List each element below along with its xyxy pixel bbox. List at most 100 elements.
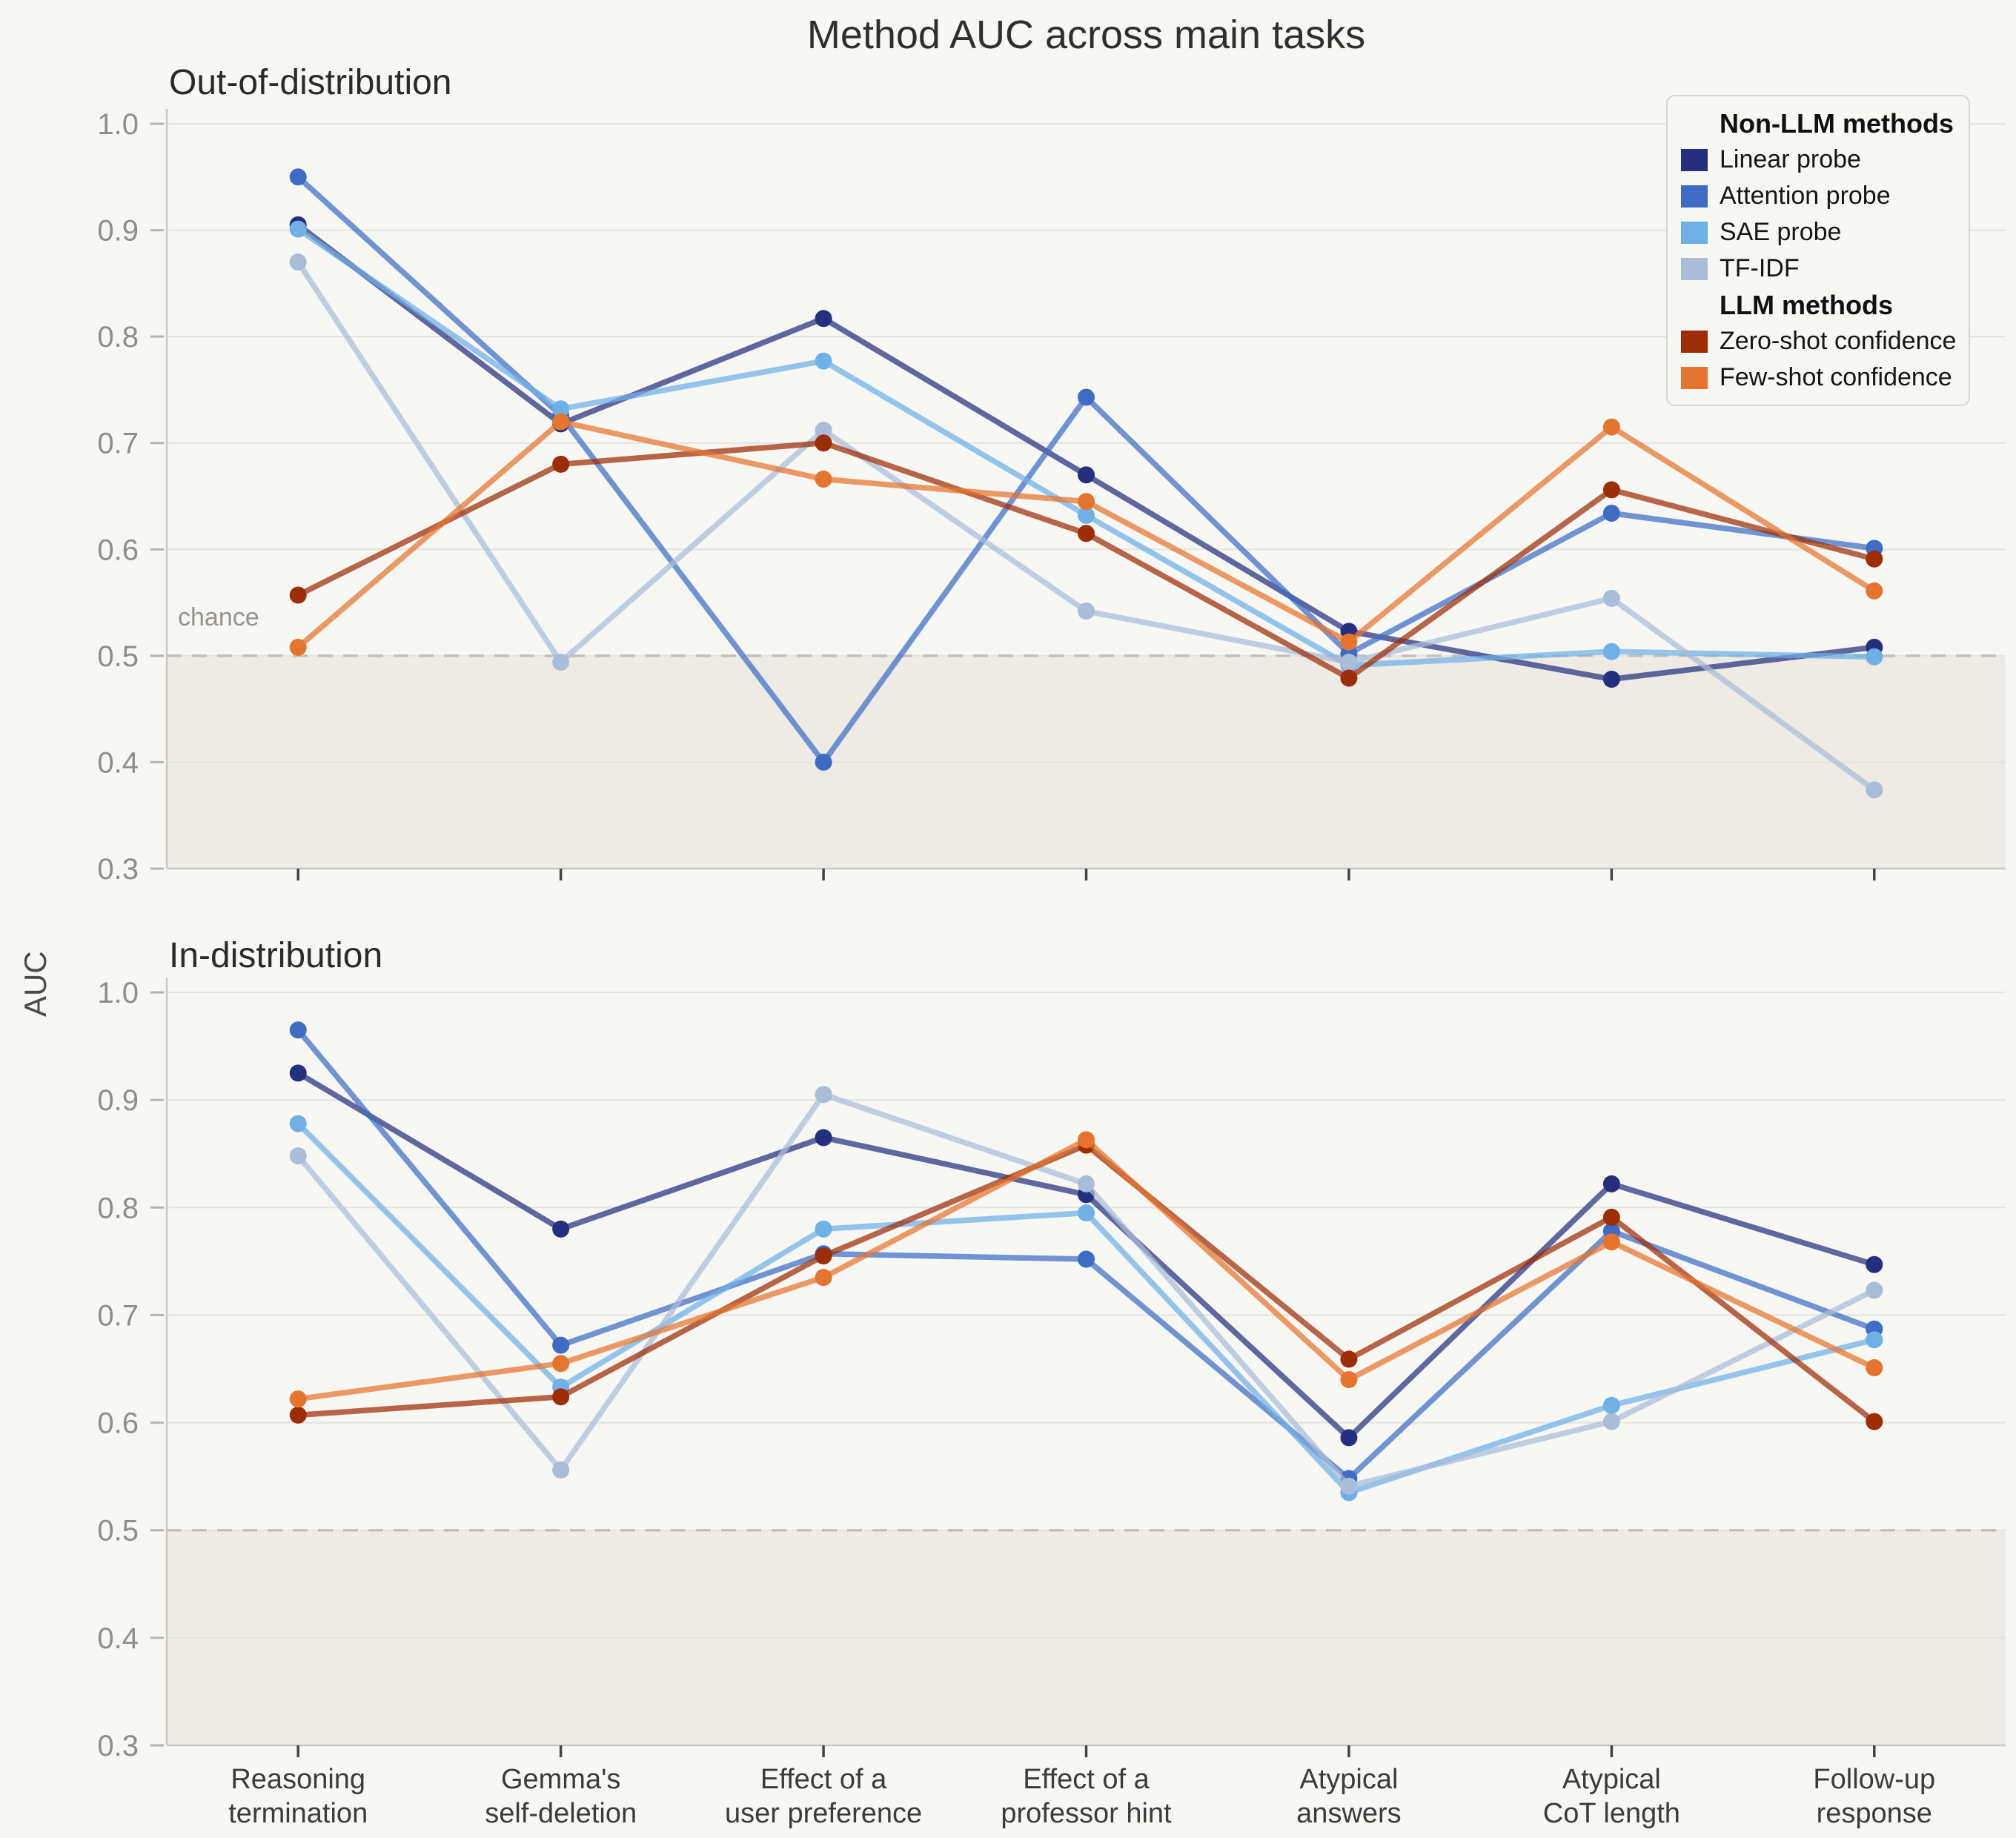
data-point-tf-idf-4 bbox=[1340, 1477, 1358, 1495]
data-point-zero-shot-confidence-6 bbox=[1866, 550, 1883, 568]
x-category-label: Reasoning termination bbox=[228, 1764, 368, 1829]
data-point-attention-probe-1 bbox=[552, 1336, 570, 1354]
data-point-linear-probe-2 bbox=[815, 1129, 832, 1147]
data-point-few-shot-confidence-3 bbox=[1078, 493, 1095, 511]
data-point-attention-probe-0 bbox=[289, 168, 307, 186]
data-point-tf-idf-1 bbox=[552, 653, 570, 671]
data-point-few-shot-confidence-6 bbox=[1866, 1359, 1883, 1377]
data-point-linear-probe-5 bbox=[1602, 670, 1620, 688]
data-point-sae-probe-6 bbox=[1866, 1331, 1883, 1349]
y-tick-label: 0.9 bbox=[97, 1084, 139, 1117]
y-tick-label: 1.0 bbox=[97, 108, 139, 141]
legend-swatch-icon bbox=[1681, 257, 1708, 280]
data-point-tf-idf-5 bbox=[1602, 589, 1620, 607]
data-point-attention-probe-3 bbox=[1078, 388, 1095, 406]
data-point-sae-probe-0 bbox=[289, 220, 307, 238]
legend-item-sae-probe: SAE probe bbox=[1681, 214, 1955, 251]
y-tick-label: 0.5 bbox=[97, 640, 139, 673]
legend-group-header-row: Non-LLM methods bbox=[1681, 105, 1955, 142]
data-point-few-shot-confidence-4 bbox=[1340, 633, 1358, 651]
data-point-tf-idf-6 bbox=[1866, 781, 1883, 799]
data-point-linear-probe-6 bbox=[1866, 1255, 1883, 1273]
data-point-zero-shot-confidence-1 bbox=[552, 455, 570, 473]
y-tick-label: 0.8 bbox=[97, 321, 139, 354]
data-point-attention-probe-2 bbox=[815, 753, 832, 771]
legend-swatch-icon bbox=[1681, 185, 1708, 208]
data-point-few-shot-confidence-6 bbox=[1866, 582, 1883, 600]
data-point-tf-idf-3 bbox=[1078, 603, 1095, 620]
data-point-sae-probe-3 bbox=[1078, 506, 1095, 524]
data-point-linear-probe-1 bbox=[552, 1220, 570, 1238]
data-point-tf-idf-5 bbox=[1602, 1413, 1620, 1430]
data-point-few-shot-confidence-4 bbox=[1340, 1371, 1358, 1389]
data-point-few-shot-confidence-5 bbox=[1602, 418, 1620, 436]
x-category-label: Atypical CoT length bbox=[1543, 1764, 1680, 1829]
data-point-zero-shot-confidence-6 bbox=[1866, 1413, 1883, 1430]
legend-group-header-row: LLM methods bbox=[1681, 287, 1955, 323]
data-point-tf-idf-0 bbox=[289, 1147, 307, 1165]
data-point-zero-shot-confidence-4 bbox=[1340, 669, 1358, 687]
data-point-sae-probe-5 bbox=[1602, 1396, 1620, 1414]
data-point-zero-shot-confidence-4 bbox=[1340, 1350, 1358, 1368]
data-point-zero-shot-confidence-3 bbox=[1078, 525, 1095, 543]
data-point-few-shot-confidence-5 bbox=[1602, 1233, 1620, 1251]
data-point-tf-idf-3 bbox=[1078, 1175, 1095, 1192]
y-tick-label: 0.3 bbox=[97, 1730, 139, 1762]
y-tick-label: 0.4 bbox=[97, 746, 139, 779]
legend-item-label: Attention probe bbox=[1720, 182, 1891, 210]
data-point-zero-shot-confidence-0 bbox=[289, 1406, 307, 1424]
legend-item-label: TF-IDF bbox=[1720, 254, 1800, 282]
y-axis-label: AUC bbox=[18, 951, 53, 1017]
data-point-sae-probe-5 bbox=[1602, 643, 1620, 660]
data-point-linear-probe-5 bbox=[1602, 1175, 1620, 1192]
legend-item-linear-probe: Linear probe bbox=[1681, 142, 1955, 178]
legend-item-few-shot-confidence: Few-shot confidence bbox=[1681, 359, 1955, 396]
legend-item-label: Linear probe bbox=[1720, 145, 1861, 173]
y-tick-label: 0.3 bbox=[97, 853, 139, 886]
data-point-tf-idf-1 bbox=[552, 1461, 570, 1479]
data-point-few-shot-confidence-1 bbox=[552, 413, 570, 431]
legend-group-header: Non-LLM methods bbox=[1720, 107, 1954, 139]
y-tick-label: 0.8 bbox=[97, 1192, 139, 1224]
data-point-linear-probe-4 bbox=[1340, 1429, 1358, 1447]
x-category-label: Follow-up response bbox=[1813, 1764, 1935, 1829]
x-category-label: Atypical answers bbox=[1296, 1764, 1402, 1829]
x-category-label: Gemma's self-deletion bbox=[485, 1764, 637, 1829]
data-point-zero-shot-confidence-1 bbox=[552, 1388, 570, 1406]
data-point-few-shot-confidence-1 bbox=[552, 1355, 570, 1373]
data-point-zero-shot-confidence-5 bbox=[1602, 1208, 1620, 1226]
data-point-sae-probe-6 bbox=[1866, 648, 1883, 666]
legend: Non-LLM methods Linear probe Attention pro… bbox=[1666, 95, 1970, 406]
chance-annotation: chance bbox=[178, 603, 259, 631]
legend-item-label: Few-shot confidence bbox=[1720, 363, 1952, 391]
legend-item-zero-shot-confidence: Zero-shot confidence bbox=[1681, 323, 1957, 359]
data-point-attention-probe-3 bbox=[1078, 1250, 1095, 1268]
data-point-sae-probe-0 bbox=[289, 1115, 307, 1132]
subplot-title-in-distribution: In-distribution bbox=[169, 936, 383, 975]
data-point-few-shot-confidence-2 bbox=[815, 471, 832, 488]
data-point-tf-idf-4 bbox=[1340, 653, 1358, 671]
y-tick-label: 0.6 bbox=[97, 534, 139, 566]
y-tick-label: 0.5 bbox=[97, 1515, 139, 1547]
y-tick-label: 0.7 bbox=[97, 428, 139, 460]
data-point-zero-shot-confidence-2 bbox=[815, 434, 832, 452]
data-point-sae-probe-1 bbox=[552, 400, 570, 418]
legend-swatch-icon bbox=[1681, 148, 1708, 171]
data-point-tf-idf-0 bbox=[289, 253, 307, 271]
legend-item-tf-idf: TF-IDF bbox=[1681, 251, 1955, 287]
legend-swatch-icon bbox=[1681, 330, 1708, 353]
data-point-zero-shot-confidence-2 bbox=[815, 1247, 832, 1265]
data-point-attention-probe-5 bbox=[1602, 504, 1620, 522]
y-tick-label: 0.6 bbox=[97, 1407, 139, 1440]
data-point-attention-probe-0 bbox=[289, 1021, 307, 1039]
data-point-few-shot-confidence-2 bbox=[815, 1269, 832, 1287]
subplot-title-out-of-distribution: Out-of-distribution bbox=[169, 63, 452, 102]
data-point-few-shot-confidence-0 bbox=[289, 1390, 307, 1408]
data-point-tf-idf-2 bbox=[815, 1086, 832, 1104]
data-point-zero-shot-confidence-0 bbox=[289, 586, 307, 604]
legend-item-label: Zero-shot confidence bbox=[1720, 327, 1957, 355]
data-point-zero-shot-confidence-5 bbox=[1602, 481, 1620, 499]
data-point-tf-idf-2 bbox=[815, 421, 832, 439]
y-tick-label: 1.0 bbox=[97, 977, 139, 1009]
